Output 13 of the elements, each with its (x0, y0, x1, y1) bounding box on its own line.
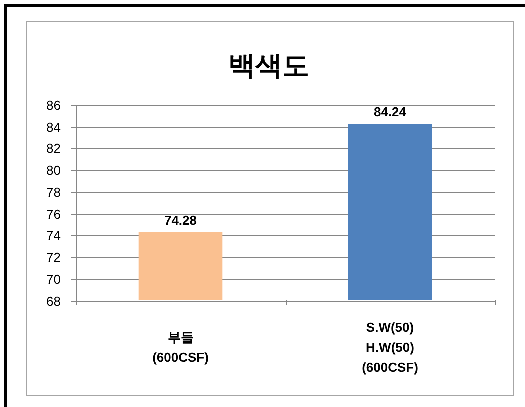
y-tick-label: 70 (46, 272, 61, 287)
y-tick-label: 86 (46, 98, 61, 113)
data-label: 84.24 (374, 104, 408, 120)
data-label: 74.28 (164, 212, 198, 228)
y-tick-label: 78 (46, 185, 61, 200)
y-tick-label: 76 (46, 207, 61, 222)
y-tick-label: 68 (46, 294, 61, 309)
title: 백색도 (228, 51, 310, 81)
y-tick-label: 74 (46, 228, 61, 243)
y-tick-label: 80 (46, 163, 61, 178)
y-tick-label: 72 (46, 250, 61, 265)
y-tick-label: 82 (46, 141, 61, 156)
y-tick-label: 84 (46, 120, 61, 135)
